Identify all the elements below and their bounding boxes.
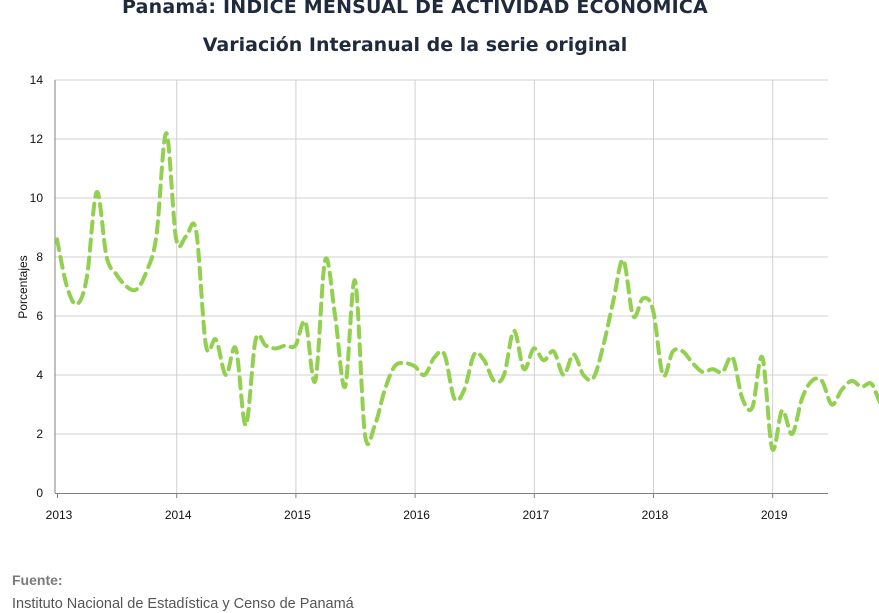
chart-title: Panamá: INDICE MENSUAL DE ACTIVIDAD ECON… — [122, 0, 708, 18]
source-text: Instituto Nacional de Estadística y Cens… — [12, 596, 354, 612]
series-line — [55, 131, 879, 452]
x-tick-label: 2015 — [284, 508, 311, 522]
gridlines — [55, 79, 828, 493]
y-tick-label: 14 — [30, 73, 44, 87]
y-tick-label: 2 — [36, 427, 43, 441]
x-tick-label: 2016 — [403, 508, 430, 522]
x-tick-label: 2019 — [761, 508, 788, 522]
line-chart: 0 2 4 6 8 10 12 14 2013 2014 2015 2016 2017 2018 2019… — [16, 73, 879, 522]
x-tick-labels: 2013 2014 2015 2016 2017 2018 2019 — [46, 508, 788, 522]
x-tick-label: 2014 — [165, 508, 192, 522]
chart-subtitle: Variación Interanual de la serie origina… — [202, 34, 628, 56]
y-tick-label: 4 — [36, 368, 43, 382]
y-tick-label: 0 — [36, 486, 43, 500]
y-tick-label: 10 — [30, 191, 44, 205]
x-tick-label: 2013 — [46, 508, 73, 522]
y-tick-label: 12 — [30, 132, 44, 146]
y-tick-label: 6 — [36, 309, 43, 323]
y-tick-labels: 0 2 4 6 8 10 12 14 — [30, 73, 44, 500]
source-label: Fuente: — [12, 572, 63, 588]
y-axis-label: Porcentajes — [16, 255, 30, 318]
x-tick-label: 2018 — [642, 508, 669, 522]
series-group — [55, 131, 879, 452]
y-tick-label: 8 — [36, 250, 43, 264]
x-tick-label: 2017 — [522, 508, 549, 522]
axes — [54, 80, 828, 498]
